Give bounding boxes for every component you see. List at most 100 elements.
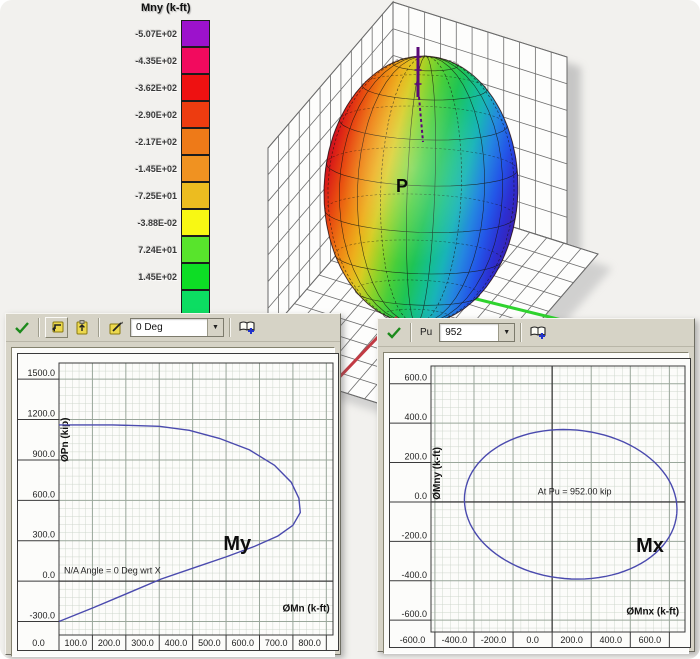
toolbar-separator [38, 318, 40, 337]
chart-mx: 600.0 400.0 200.0 0.0 -200.0 -400.0 -600.0 -600… [389, 358, 691, 648]
x-tick-label: 700.0 [265, 638, 288, 648]
add-view-button[interactable] [527, 322, 551, 343]
y-tick-label: 0.0 [414, 491, 427, 501]
add-view-icon [239, 321, 255, 334]
mx-panel-toolbar: Pu 952 ▼ [378, 319, 694, 347]
legend-entry: -2.17E+02 [135, 127, 245, 155]
tick-labels: 600.0 400.0 200.0 0.0 -200.0 -400.0 -600.0 -600… [400, 373, 661, 645]
legend-color-swatch [181, 154, 210, 182]
confirm-button[interactable] [10, 317, 33, 338]
y-tick-label: 1200.0 [27, 409, 55, 419]
toolbar-separator [520, 323, 523, 342]
plot-frame [430, 365, 686, 633]
edit-button[interactable] [105, 317, 128, 338]
toolbar-separator [410, 323, 412, 342]
x-axis-title: ØMnx (k-ft) [626, 606, 679, 617]
legend-value: -7.25E+01 [135, 190, 177, 201]
dropdown-arrow-button[interactable]: ▼ [498, 324, 515, 341]
angle-select-value: 0 Deg [136, 322, 163, 333]
legend-entry: -1.45E+02 [135, 154, 245, 182]
legend-value: -1.45E+02 [135, 163, 177, 174]
x-tick-label: -400.0 [442, 635, 468, 645]
legend-value: -5.07E+02 [135, 28, 177, 39]
x-tick-label: 400.0 [599, 635, 622, 645]
x-tick-label: -600.0 [400, 635, 426, 645]
x-tick-label: 300.0 [131, 638, 154, 648]
legend-color-swatch [181, 127, 210, 155]
x-tick-label: 200.0 [560, 635, 583, 645]
dropdown-arrow-button[interactable]: ▼ [207, 319, 223, 336]
major-grid [58, 363, 333, 635]
legend-entry: 7.24E+01 [135, 235, 245, 263]
paste-button[interactable] [70, 317, 93, 338]
y-tick-label: -400.0 [401, 570, 427, 580]
legend-entry: -3.62E+02 [135, 73, 245, 101]
legend-value: -2.17E+02 [135, 136, 177, 147]
y-tick-label: -600.0 [401, 609, 427, 619]
legend-entry: -3.88E-02 [135, 208, 245, 236]
x-tick-label: 600.0 [232, 638, 255, 648]
minor-grid [58, 362, 334, 635]
paste-icon [76, 320, 87, 335]
chevron-down-icon: ▼ [503, 329, 511, 336]
x-tick-label: 600.0 [639, 635, 662, 645]
y-axis-title: ØPn (kip) [60, 418, 71, 462]
legend-entry: 1.45E+02 [135, 262, 245, 290]
legend-color-swatch [181, 100, 210, 128]
chart-annotation: At Pu = 952.00 kip [538, 486, 612, 496]
my-diagram-panel: 0 Deg ▼ 1500.0 1200.0 900.0 600.0 300.0 0.0 -3… [5, 313, 341, 657]
y-tick-label: 0.0 [42, 570, 55, 580]
interaction-surface-egg [323, 55, 519, 325]
legend-value: 7.24E+01 [138, 244, 177, 255]
legend-entry: -5.07E+02 [135, 19, 245, 47]
angle-select[interactable]: 0 Deg ▼ [130, 318, 224, 337]
add-view-icon [530, 326, 546, 339]
y-tick-label: -200.0 [401, 530, 427, 540]
x-tick-label: 800.0 [298, 638, 321, 648]
confirm-button[interactable] [382, 322, 405, 343]
my-chart-area: 1500.0 1200.0 900.0 600.0 300.0 0.0 -300.0 0.0 1… [11, 347, 339, 657]
check-icon [14, 321, 29, 334]
x-tick-label: 100.0 [64, 638, 87, 648]
my-panel-toolbar: 0 Deg ▼ [6, 314, 340, 342]
toolbar-separator [98, 318, 100, 337]
legend-entry: -4.35E+02 [135, 46, 245, 74]
interaction-curve [58, 424, 302, 623]
legend-mny: Mny (k-ft) -5.07E+02 -4.35E+02 -3.62E+02 -2… [135, 0, 245, 317]
zero-axes [431, 366, 685, 632]
y-tick-label: -300.0 [29, 611, 55, 621]
tick-dividers [18, 378, 327, 650]
mx-interaction-chart: 600.0 400.0 200.0 0.0 -200.0 -400.0 -600.0 -600… [389, 358, 691, 648]
outer-frame [17, 353, 339, 651]
legend-value: -2.90E+02 [135, 109, 177, 120]
y-tick-label: 900.0 [32, 449, 55, 459]
legend-color-swatch [181, 208, 210, 236]
x-tick-label: 400.0 [165, 638, 188, 648]
add-view-button[interactable] [236, 317, 259, 338]
major-grid [431, 366, 685, 632]
export-button[interactable] [45, 317, 68, 338]
pu-select[interactable]: 952 ▼ [439, 323, 516, 342]
x-axis-title: ØMn (k-ft) [282, 603, 329, 614]
legend-color-swatch [181, 262, 210, 290]
chart-my: 1500.0 1200.0 900.0 600.0 300.0 0.0 -300.0 0.0 1… [17, 353, 339, 651]
export-icon [52, 321, 64, 333]
p-axis-line [414, 47, 424, 143]
p-axis-label: P [396, 176, 408, 196]
y-tick-label: 600.0 [32, 489, 55, 499]
legend-entry [135, 289, 245, 317]
legend-value: 1.45E+02 [138, 271, 177, 282]
plot-frame [58, 362, 334, 636]
tick-labels: 1500.0 1200.0 900.0 600.0 300.0 0.0 -300.0 0.0 1… [27, 368, 320, 648]
legend-color-swatch [181, 181, 210, 209]
tick-dividers [390, 383, 670, 647]
minor-grid [431, 366, 686, 632]
legend-color-swatch [181, 19, 210, 47]
x-tick-label: 500.0 [198, 638, 221, 648]
y-tick-label: 200.0 [404, 452, 427, 462]
legend-color-swatch [181, 289, 210, 317]
chart-annotation: N/A Angle = 0 Deg wrt X [64, 566, 161, 576]
legend-title: Mny (k-ft) [141, 2, 191, 14]
legend-color-swatch [181, 73, 210, 101]
